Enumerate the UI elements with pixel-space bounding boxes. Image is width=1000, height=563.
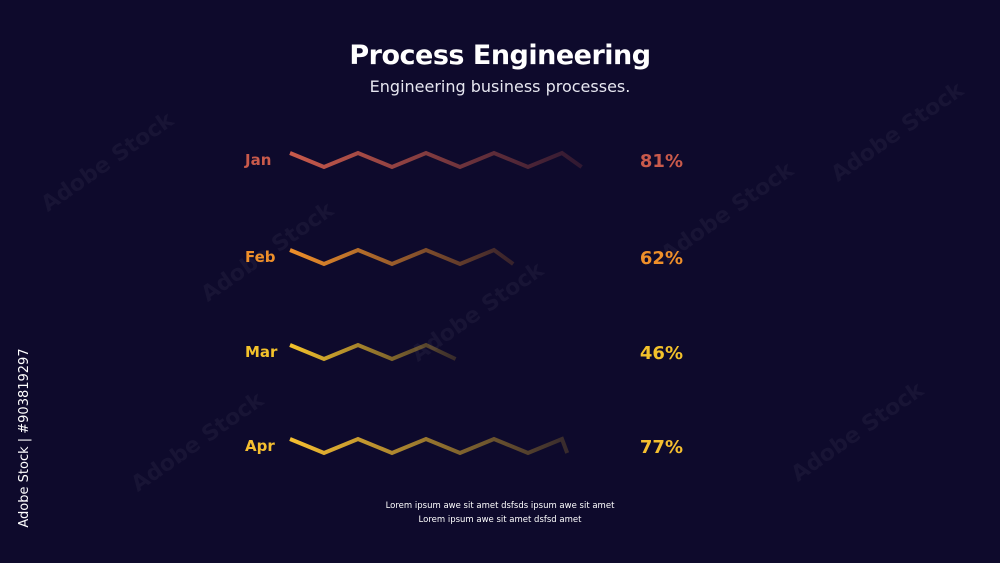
- percent-label-apr: 77%: [640, 437, 683, 458]
- page-subtitle: Engineering business processes.: [369, 77, 631, 96]
- month-label-mar: Mar: [245, 343, 278, 361]
- month-label-jan: Jan: [244, 151, 271, 169]
- zigzag-bar-jan: [289, 150, 583, 170]
- stock-id-text: Adobe Stock | #903819297: [17, 348, 32, 528]
- percent-label-jan: 81%: [640, 151, 683, 172]
- percent-label-mar: 46%: [640, 343, 683, 364]
- month-label-feb: Feb: [245, 248, 276, 266]
- footnote-line-1: Lorem ipsum awe sit amet dsfsds ipsum aw…: [385, 501, 615, 511]
- zigzag-bar-feb: [289, 247, 515, 267]
- footnote-line-2: Lorem ipsum awe sit amet dsfsd amet: [418, 515, 582, 525]
- page-title: Process Engineering: [349, 40, 651, 71]
- zigzag-bar-mar: [289, 342, 457, 362]
- zigzag-bar-apr: [289, 436, 570, 456]
- month-label-apr: Apr: [245, 437, 275, 455]
- percent-label-feb: 62%: [640, 248, 683, 269]
